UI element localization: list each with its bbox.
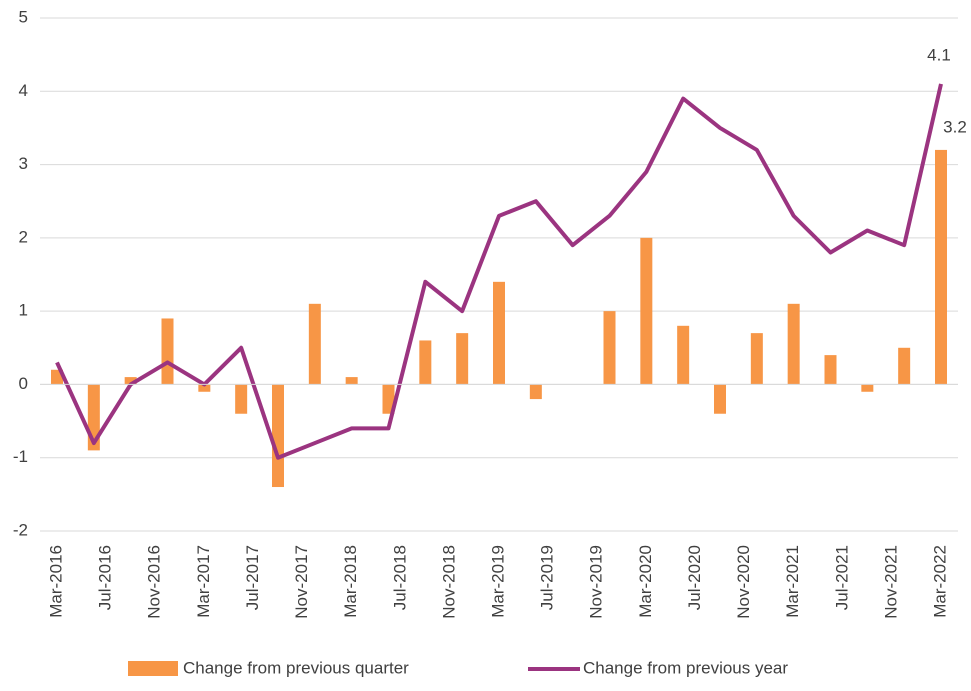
y-tick-label: 5 (19, 7, 28, 26)
y-tick-label: 3 (19, 154, 28, 173)
x-tick-label: Mar-2018 (341, 545, 360, 618)
bar (272, 384, 284, 488)
bar (677, 325, 690, 385)
x-tick-label: Nov-2018 (439, 545, 458, 619)
x-tick-label: Jul-2021 (832, 545, 851, 610)
bar (529, 384, 542, 400)
bar (898, 347, 911, 385)
bar (124, 377, 137, 385)
bar (493, 281, 505, 385)
x-tick-label: Jul-2020 (685, 545, 704, 610)
bar (382, 384, 395, 414)
x-tick-label: Mar-2020 (636, 545, 655, 618)
y-tick-label: 1 (19, 301, 28, 320)
bar (235, 384, 248, 414)
legend-swatch (128, 661, 178, 676)
bar (787, 303, 800, 385)
x-tick-label: Jul-2019 (538, 545, 557, 610)
x-tick-label: Mar-2019 (488, 545, 507, 618)
x-tick-label: Jul-2016 (96, 545, 115, 610)
y-tick-label: -1 (13, 447, 28, 466)
bar (640, 237, 653, 385)
x-tick-label: Jul-2018 (390, 545, 409, 610)
x-tick-label: Mar-2021 (783, 545, 802, 618)
bar (345, 377, 358, 385)
bar (824, 355, 837, 385)
legend-label: Change from previous year (583, 658, 788, 677)
line (55, 83, 943, 460)
y-tick-label: -2 (13, 520, 28, 539)
x-tick-label: Mar-2016 (46, 545, 65, 618)
bar (308, 303, 321, 385)
y-tick-label: 4 (19, 81, 28, 100)
bar (603, 311, 616, 385)
bar (750, 333, 763, 385)
x-tick-label: Nov-2021 (881, 545, 900, 619)
bar (935, 149, 947, 385)
x-tick-label: Nov-2020 (734, 545, 753, 619)
y-tick-label: 2 (19, 227, 28, 246)
data-label: 4.1 (927, 45, 951, 64)
x-tick-label: Nov-2016 (145, 545, 164, 619)
x-tick-label: Mar-2017 (194, 545, 213, 618)
bar (861, 384, 874, 392)
x-tick-label: Jul-2017 (243, 545, 262, 610)
x-tick-label: Nov-2019 (587, 545, 606, 619)
x-tick-label: Nov-2017 (292, 545, 311, 619)
x-tick-label: Mar-2022 (930, 545, 949, 618)
bar (456, 333, 469, 385)
data-label: 3.2 (943, 117, 967, 136)
bar (161, 318, 174, 385)
bar (198, 384, 211, 392)
bar (714, 384, 726, 414)
bar (419, 340, 432, 385)
legend-label: Change from previous quarter (183, 658, 409, 677)
y-tick-label: 0 (19, 374, 28, 393)
